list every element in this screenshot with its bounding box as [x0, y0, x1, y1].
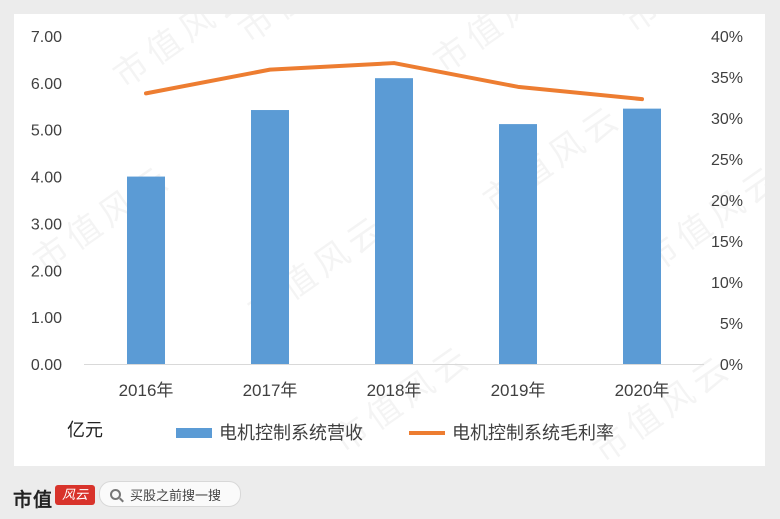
bar-3 [375, 78, 413, 365]
left-tick-label: 0.00 [31, 357, 62, 374]
right-tick-label: 0% [720, 357, 743, 374]
footer-bar: 市值 风云 买股之前搜一搜 [0, 468, 780, 519]
margin-line [144, 61, 644, 102]
search-box[interactable]: 买股之前搜一搜 [99, 481, 241, 507]
x-tick-label: 2018年 [367, 381, 422, 400]
right-axis-ticks: 0% 5% 10% 15% 20% 25% 30% 35% 40% [711, 29, 743, 374]
chart-card: 市值风云市值风云市值风云市值风云市值风云市值风云市值风云市值风云市值风云市值风云… [14, 0, 780, 471]
x-tick-label: 2017年 [243, 381, 298, 400]
right-tick-label: 20% [711, 193, 743, 210]
right-tick-label: 40% [711, 29, 743, 46]
line-series [144, 61, 644, 102]
left-tick-label: 5.00 [31, 123, 62, 140]
right-tick-label: 35% [711, 70, 743, 87]
bar-series [84, 78, 704, 365]
watermark-text: 市值风云 [427, 14, 580, 81]
legend-label-bar: 电机控制系统营收 [219, 423, 363, 443]
left-tick-label: 3.00 [31, 216, 62, 233]
x-tick-label: 2020年 [615, 381, 670, 400]
legend-label-line: 电机控制系统毛利率 [452, 423, 614, 443]
left-tick-label: 7.00 [31, 29, 62, 46]
right-tick-label: 5% [720, 316, 743, 333]
left-tick-label: 6.00 [31, 76, 62, 93]
right-tick-label: 30% [711, 111, 743, 128]
legend: 电机控制系统营收 电机控制系统毛利率 [176, 423, 614, 443]
bar-2 [251, 110, 289, 364]
brand-logo: 市值 [13, 489, 54, 511]
search-placeholder: 买股之前搜一搜 [130, 487, 222, 503]
left-tick-label: 2.00 [31, 263, 62, 280]
left-tick-label: 1.00 [31, 310, 62, 327]
right-tick-label: 25% [711, 152, 743, 169]
brand-mark-icon: 风云 [55, 485, 95, 505]
search-icon [110, 488, 121, 500]
x-axis-ticks: 2016年 2017年 2018年 2019年 2020年 [119, 381, 670, 400]
bar-4 [499, 124, 537, 364]
unit-label: 亿元 [67, 420, 103, 440]
x-tick-label: 2019年 [491, 381, 546, 400]
x-tick-label: 2016年 [119, 381, 174, 400]
right-tick-label: 15% [711, 234, 743, 251]
chart-svg: 市值风云市值风云市值风云市值风云市值风云市值风云市值风云市值风云市值风云市值风云… [27, 0, 780, 471]
left-axis-ticks: 0.00 1.00 2.00 3.00 4.00 5.00 6.00 7.00 [31, 29, 62, 374]
right-tick-label: 10% [711, 275, 743, 292]
bar-1 [127, 176, 165, 364]
left-tick-label: 4.00 [31, 170, 62, 187]
bar-5 [623, 108, 661, 364]
watermark-text: 市值风云 [232, 14, 385, 51]
watermark-text: 市值风云 [587, 348, 740, 466]
legend-swatch-bar [176, 428, 212, 438]
